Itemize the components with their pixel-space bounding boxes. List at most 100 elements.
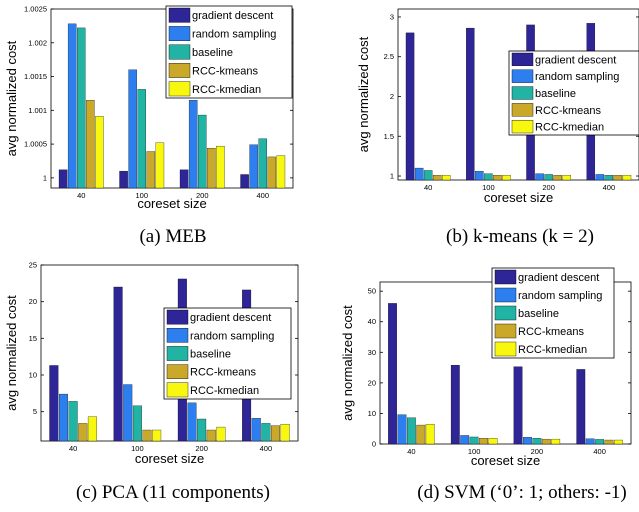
- x-tick-label: 200: [531, 447, 544, 456]
- bar: [179, 169, 189, 189]
- legend: gradient descent random sampling baseline R…: [165, 5, 293, 99]
- bar: [475, 171, 484, 181]
- bar: [142, 429, 152, 442]
- bar: [432, 175, 442, 181]
- bar: [78, 423, 88, 442]
- bar: [513, 366, 523, 445]
- bar: [541, 438, 551, 445]
- legend-label: baseline: [518, 308, 559, 320]
- legend-label: RCC-kmeans: [518, 326, 585, 338]
- y-tick-label: 0: [372, 440, 376, 449]
- y-axis-label: avg normalized cost: [4, 40, 19, 156]
- bar: [553, 175, 562, 181]
- bar: [249, 144, 258, 189]
- x-tick-label: 40: [424, 183, 432, 192]
- y-tick-label: 1: [390, 172, 394, 181]
- x-tick-label: 400: [256, 191, 269, 200]
- bar: [188, 100, 198, 189]
- legend-swatch: [168, 7, 191, 23]
- legend-swatch: [168, 26, 191, 41]
- chart-3: 0 10 20 30 40 50 40 100 200 400 coreset size avg no…: [340, 267, 632, 503]
- legend-label: RCC-kmeans: [535, 105, 602, 117]
- y-tick-label: 20: [368, 378, 376, 387]
- bar: [406, 417, 416, 445]
- legend-label: random sampling: [518, 290, 602, 302]
- subfigure-caption: (c) PCA (11 components): [76, 482, 270, 503]
- bar: [622, 175, 632, 181]
- bar: [113, 286, 123, 442]
- bar: [258, 138, 267, 189]
- bar: [187, 402, 197, 442]
- bar: [532, 438, 542, 445]
- bar: [206, 429, 216, 442]
- y-tick-label: 2.5: [384, 52, 394, 61]
- y-tick-label: 1.5: [384, 132, 394, 141]
- bar: [58, 169, 68, 189]
- bar: [595, 439, 605, 445]
- bar: [261, 423, 271, 442]
- bar: [493, 175, 502, 181]
- axes-box: [40, 264, 299, 442]
- bar: [251, 418, 261, 442]
- bar: [59, 393, 68, 442]
- x-tick-label: 100: [468, 447, 481, 456]
- y-tick-label: 15: [29, 334, 37, 343]
- bar: [479, 438, 488, 445]
- legend-swatch: [166, 382, 189, 398]
- bar: [604, 439, 614, 445]
- x-tick-label: 100: [135, 191, 148, 200]
- bar: [280, 423, 290, 442]
- legend: gradient descent random sampling baseline R…: [491, 267, 615, 359]
- bar: [576, 369, 586, 445]
- bar: [523, 437, 532, 445]
- bar: [414, 167, 424, 181]
- y-tick-label: 5: [33, 407, 37, 416]
- x-tick-label: 200: [195, 444, 208, 453]
- bar: [405, 32, 415, 181]
- bar: [614, 439, 623, 445]
- bar: [562, 175, 571, 181]
- legend-label: gradient descent: [535, 54, 616, 66]
- bar: [155, 142, 165, 189]
- bar: [595, 174, 605, 181]
- bar: [146, 151, 156, 189]
- y-tick-label: 1: [43, 173, 47, 182]
- legend-swatch: [511, 103, 534, 117]
- y-tick-label: 30: [368, 348, 376, 357]
- subfigure-caption: (a) MEB: [139, 226, 206, 247]
- x-tick-label: 40: [69, 444, 77, 453]
- legend-label: RCC-kmedian: [518, 344, 587, 356]
- bar: [49, 365, 59, 442]
- legend-swatch: [511, 119, 534, 134]
- y-tick-label: 1.001: [28, 106, 47, 115]
- legend-swatch: [511, 52, 534, 67]
- bar: [132, 405, 142, 442]
- x-tick-label: 100: [131, 444, 144, 453]
- bar: [544, 174, 553, 181]
- bar: [460, 435, 470, 445]
- y-tick-label: 40: [368, 317, 376, 326]
- legend-label: random sampling: [192, 29, 276, 41]
- bar: [484, 173, 493, 181]
- y-tick-label: 10: [29, 371, 37, 380]
- y-tick-label: 10: [368, 409, 376, 418]
- bar: [416, 424, 426, 445]
- legend-swatch: [511, 86, 534, 100]
- legend-label: RCC-kmedian: [190, 385, 259, 397]
- legend-swatch: [494, 323, 517, 339]
- bar: [585, 438, 595, 445]
- bar: [197, 418, 207, 442]
- bar: [450, 364, 460, 445]
- chart-2: 5 10 15 20 25 40 100 200 400 coreset size avg norm…: [4, 261, 299, 503]
- bar: [388, 303, 397, 445]
- x-axis-label: coreset size: [484, 190, 553, 205]
- bar: [207, 147, 216, 189]
- bar: [68, 401, 78, 442]
- legend-label: random sampling: [535, 71, 619, 83]
- y-tick-label: 1.0025: [24, 5, 47, 14]
- y-tick-label: 1.0005: [24, 140, 47, 149]
- x-tick-label: 400: [593, 447, 606, 456]
- y-tick-label: 20: [29, 297, 37, 306]
- y-tick-label: 50: [368, 287, 376, 296]
